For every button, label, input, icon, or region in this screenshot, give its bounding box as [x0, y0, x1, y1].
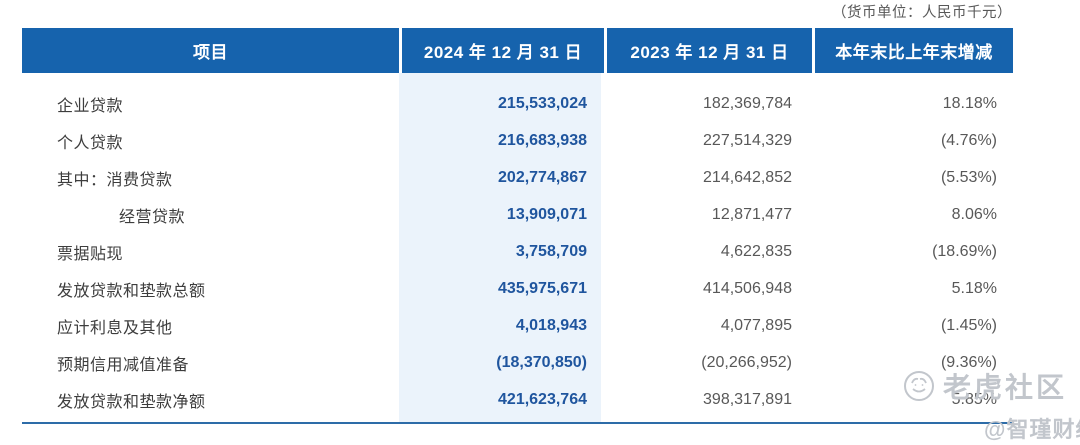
row-value-2023: 182,369,784 — [703, 94, 792, 112]
row-value-2024: 215,533,024 — [498, 94, 587, 112]
row-value-2024: 3,758,709 — [515, 242, 587, 260]
table-row: 其中：消费贷款 202,774,867 214,642,852 (5.53%) — [22, 159, 1013, 196]
highlight-2024-column — [399, 73, 601, 424]
row-value-2024: 13,909,071 — [506, 205, 587, 223]
row-value-2023: 12,871,477 — [711, 205, 792, 223]
table-row: 预期信用减值准备 (18,370,850) (20,266,952) (9.36… — [22, 344, 1013, 381]
loans-table: 项目 2024 年 12 月 31 日 2023 年 12 月 31 日 本年末… — [22, 28, 1013, 426]
row-label: 应计利息及其他 — [57, 319, 173, 337]
row-value-change: 5.18% — [951, 279, 997, 297]
table-row: 企业贷款 215,533,024 182,369,784 18.18% — [22, 85, 1013, 122]
column-header-change: 本年末比上年末增减 — [815, 28, 1013, 73]
row-value-2024: 435,975,671 — [498, 279, 587, 297]
column-header-item: 项目 — [22, 28, 402, 73]
table-body: 企业贷款 215,533,024 182,369,784 18.18% 个人贷款… — [22, 73, 1013, 418]
row-value-change: 18.18% — [942, 94, 997, 112]
row-value-2023: 214,642,852 — [703, 168, 792, 186]
row-value-2024: (18,370,850) — [496, 353, 587, 371]
row-value-2024: 421,623,764 — [498, 390, 587, 408]
table-bottom-border — [22, 422, 1013, 424]
row-value-2023: 4,077,895 — [720, 316, 792, 334]
table-row: 票据贴现 3,758,709 4,622,835 (18.69%) — [22, 233, 1013, 270]
row-label: 发放贷款和垫款净额 — [57, 393, 206, 411]
table-row: 个人贷款 216,683,938 227,514,329 (4.76%) — [22, 122, 1013, 159]
row-value-change: (9.36%) — [940, 353, 997, 371]
row-value-2024: 216,683,938 — [498, 131, 587, 149]
column-header-2023: 2023 年 12 月 31 日 — [607, 28, 815, 73]
row-value-change: (1.45%) — [940, 316, 997, 334]
currency-unit-note: （货币单位：人民币千元） — [832, 5, 1012, 21]
row-label: 票据贴现 — [57, 245, 124, 263]
table-row: 发放贷款和垫款总额 435,975,671 414,506,948 5.18% — [22, 270, 1013, 307]
row-value-2024: 202,774,867 — [498, 168, 587, 186]
column-header-2024: 2024 年 12 月 31 日 — [402, 28, 607, 73]
row-label: 预期信用减值准备 — [57, 356, 190, 374]
row-value-change: 8.06% — [951, 205, 997, 223]
row-label: 其中：消费贷款 — [57, 171, 173, 189]
row-value-2024: 4,018,943 — [515, 316, 587, 334]
row-value-change: 5.85% — [951, 390, 997, 408]
row-label: 发放贷款和垫款总额 — [57, 282, 206, 300]
row-value-change: (4.76%) — [940, 131, 997, 149]
table-row: 经营贷款 13,909,071 12,871,477 8.06% — [22, 196, 1013, 233]
row-value-2023: (20,266,952) — [701, 353, 792, 371]
row-value-2023: 4,622,835 — [720, 242, 792, 260]
table-row: 应计利息及其他 4,018,943 4,077,895 (1.45%) — [22, 307, 1013, 344]
table-header-row: 项目 2024 年 12 月 31 日 2023 年 12 月 31 日 本年末… — [22, 28, 1013, 73]
row-value-change: (18.69%) — [932, 242, 997, 260]
row-value-2023: 414,506,948 — [703, 279, 792, 297]
row-value-2023: 398,317,891 — [703, 390, 792, 408]
table-row: 发放贷款和垫款净额 421,623,764 398,317,891 5.85% — [22, 381, 1013, 418]
row-label: 经营贷款 — [119, 208, 186, 226]
row-label: 企业贷款 — [57, 97, 124, 115]
row-value-change: (5.53%) — [940, 168, 997, 186]
row-value-2023: 227,514,329 — [703, 131, 792, 149]
row-label: 个人贷款 — [57, 134, 124, 152]
